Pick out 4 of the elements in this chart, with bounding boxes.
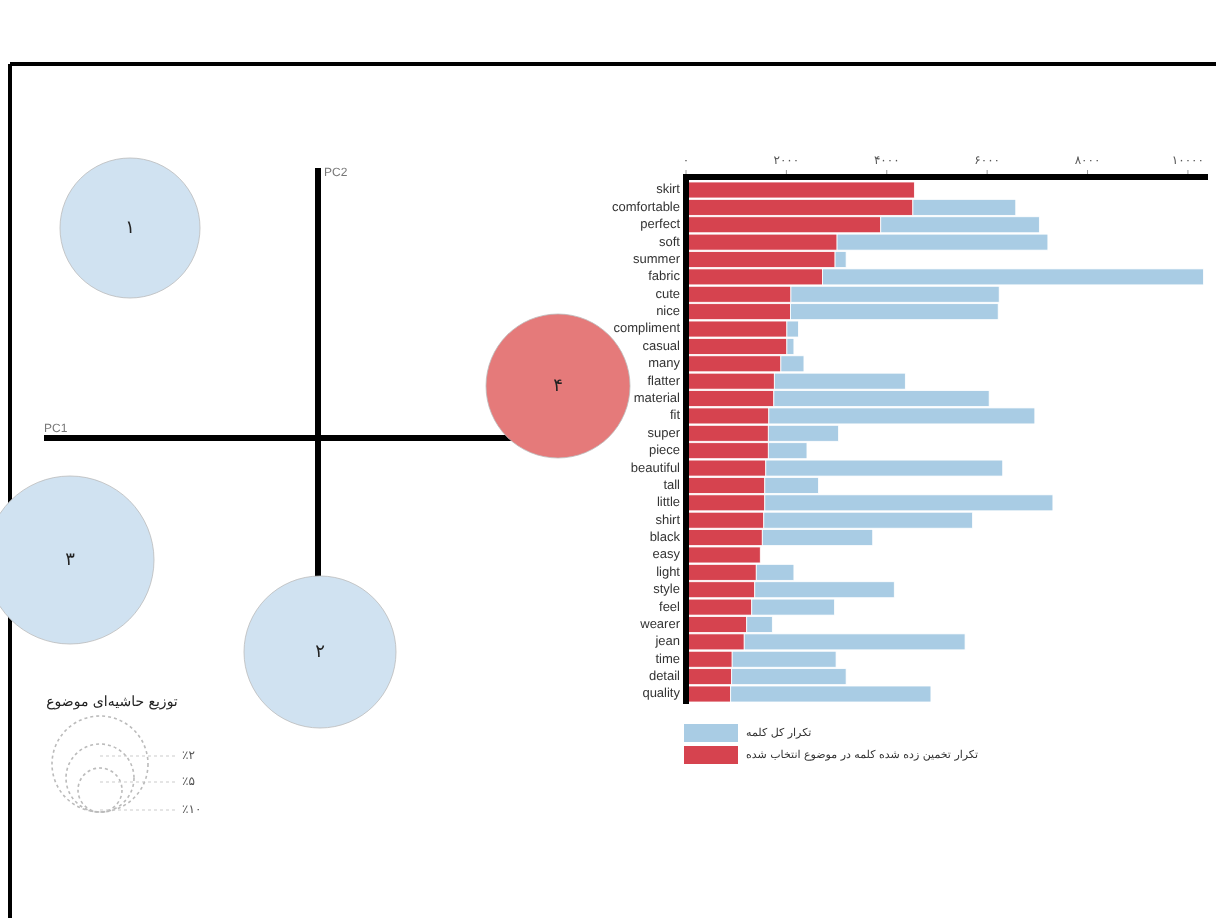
text: ۲ xyxy=(315,642,326,663)
text: ۳ xyxy=(65,550,76,571)
text: ۴ xyxy=(553,376,564,397)
text: ۱ xyxy=(125,218,135,239)
